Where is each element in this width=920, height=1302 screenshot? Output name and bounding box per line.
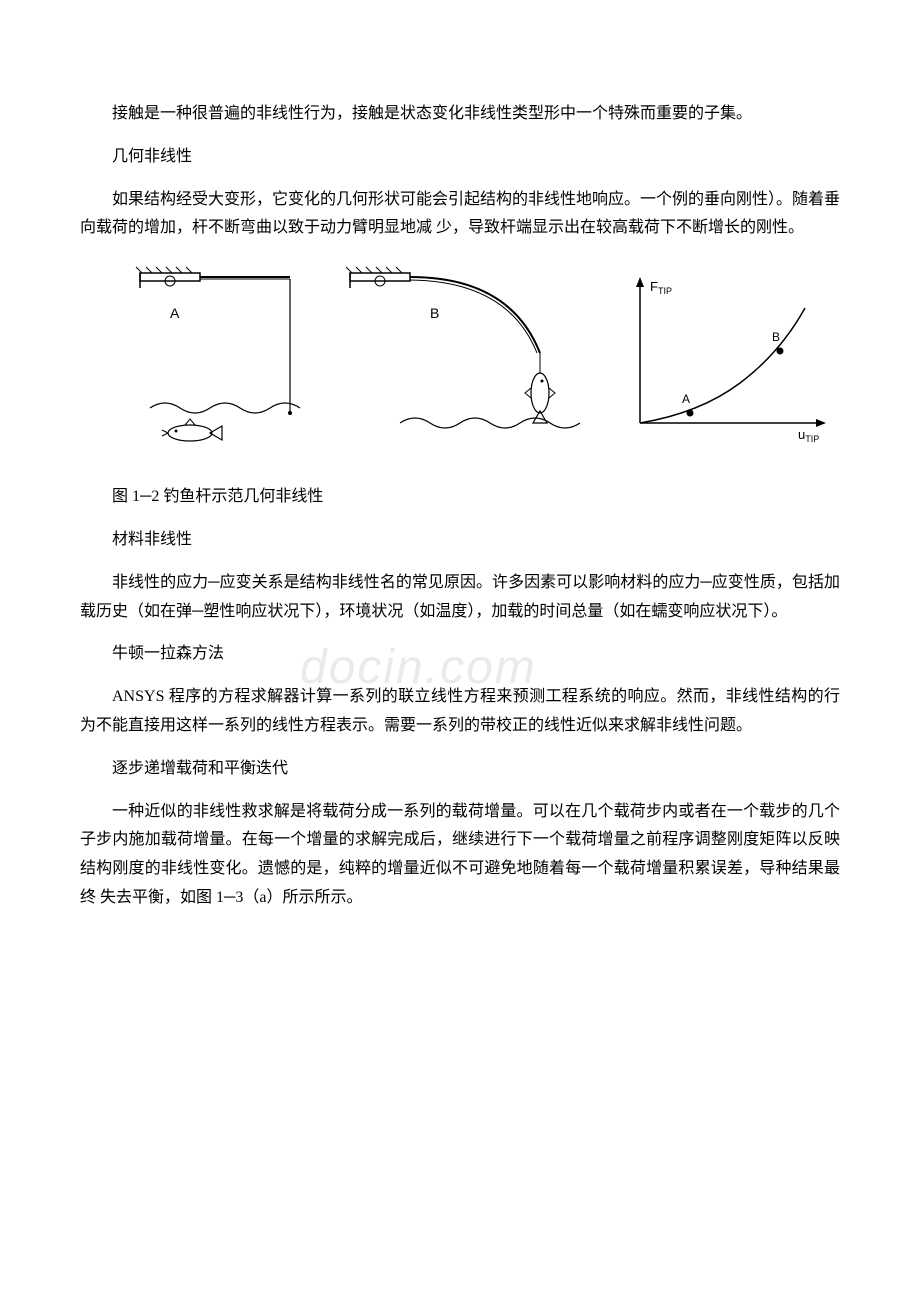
heading-incremental-load: 逐步递增载荷和平衡迭代 [80, 755, 840, 784]
heading-geometric-nonlinear: 几何非线性 [80, 143, 840, 172]
figure-1-2: A [130, 263, 830, 463]
axis-x-label: uTIP [798, 427, 819, 444]
label-b: B [430, 305, 439, 321]
paragraph-ansys-desc: ANSYS 程序的方程求解器计算一系列的联立线性方程来预测工程系统的响应。然而，… [80, 683, 840, 741]
chart-point-b: B [772, 330, 780, 344]
axis-y-label: FTIP [650, 279, 672, 296]
document-page: 接触是一种很普遍的非线性行为，接触是状态变化非线性类型形中一个特殊而重要的子集。… [0, 0, 920, 987]
panel-chart: FTIP uTIP A B [636, 277, 826, 444]
label-a: A [170, 305, 180, 321]
paragraph-geometric-desc: 如果结构经受大变形，它变化的几何形状可能会引起结构的非线性地响应。一个例的垂向刚… [80, 186, 840, 244]
paragraph-incremental-desc: 一种近似的非线性救求解是将载荷分成一系列的载荷增量。可以在几个载荷步内或者在一个… [80, 798, 840, 913]
panel-a: A [136, 267, 300, 441]
heading-material-nonlinear: 材料非线性 [80, 526, 840, 555]
heading-newton-raphson: 牛顿一拉森方法 [80, 640, 840, 669]
paragraph-material-desc: 非线性的应力─应变关系是结构非线性名的常见原因。许多因素可以影响材料的应力─应变… [80, 569, 840, 627]
chart-point-a: A [682, 392, 690, 406]
paragraph-contact: 接触是一种很普遍的非线性行为，接触是状态变化非线性类型形中一个特殊而重要的子集。 [80, 100, 840, 129]
figure-1-2-caption: 图 1─2 钓鱼杆示范几何非线性 [80, 483, 840, 512]
figure-1-2-container: A [130, 263, 840, 463]
panel-b: B [346, 267, 580, 428]
